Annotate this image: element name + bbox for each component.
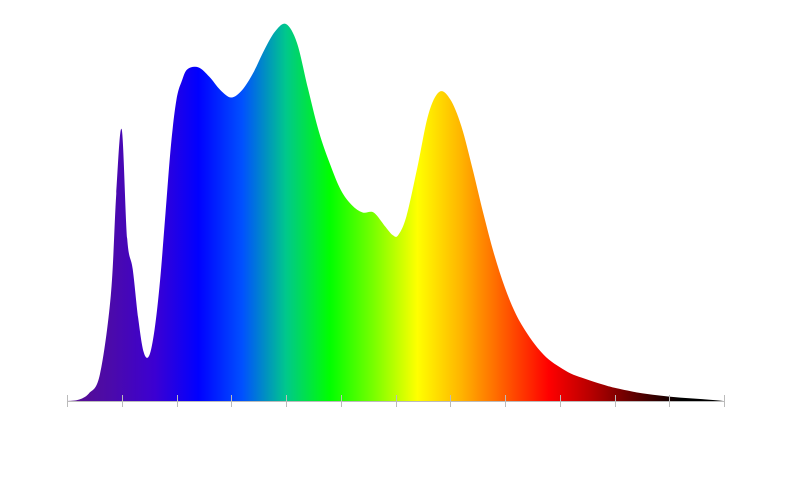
x-axis-ticks [67, 395, 725, 407]
spectrum-area [67, 23, 724, 401]
